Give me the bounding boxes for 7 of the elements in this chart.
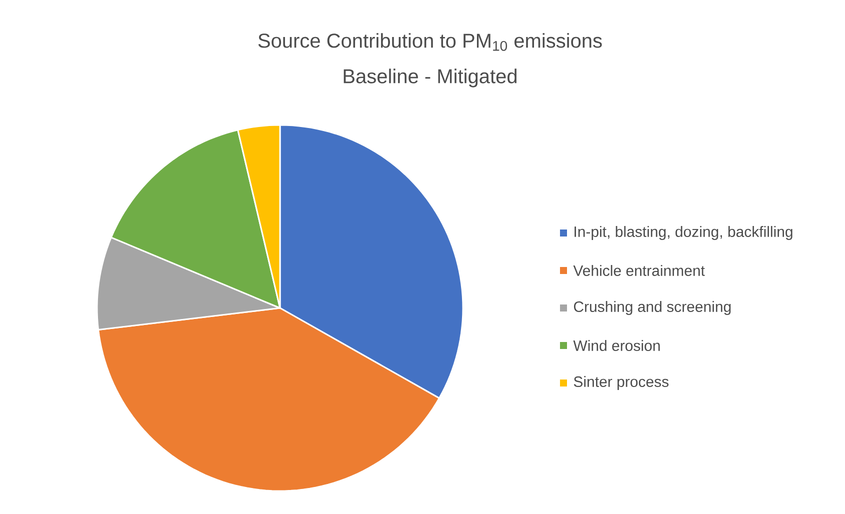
legend-label: In-pit, blasting, dozing, backfilling	[574, 226, 792, 240]
legend-label: Wind erosion	[573, 340, 660, 351]
legend-label: Vehicle entrainment	[573, 264, 705, 276]
chart-subtitle: Baseline - Mitigated	[344, 68, 516, 88]
chart-title: Source Contribution to PM$_{10}$ emissions	[258, 33, 602, 51]
legend-label: Crushing and screening	[574, 301, 731, 315]
legend-label: Sinter process	[574, 376, 669, 390]
